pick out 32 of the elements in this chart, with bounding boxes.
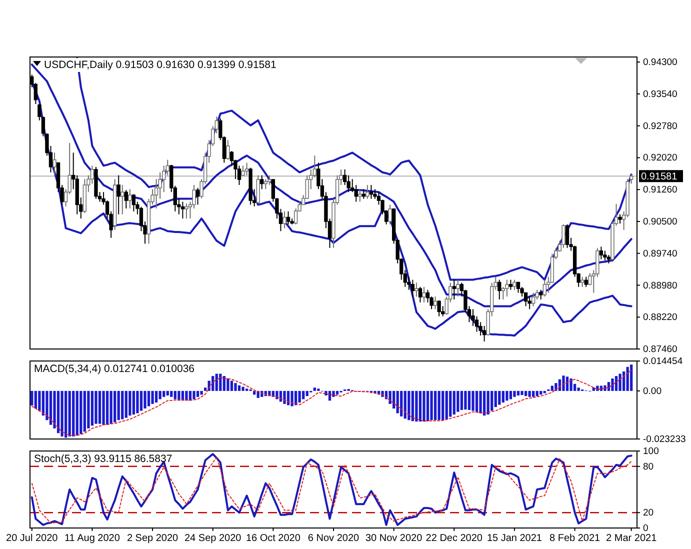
y-tick-label: 100 <box>643 446 659 458</box>
x-tick-label: 2 Sep 2020 <box>126 533 179 544</box>
y-tick-label: 0.00 <box>643 386 662 397</box>
y-tick-label: 0.94300 <box>643 57 678 68</box>
y-tick-label: 0.93540 <box>643 88 678 100</box>
y-tick-label: 0.90500 <box>643 216 678 228</box>
y-tick-label: 0.88980 <box>643 280 678 292</box>
y-tick-label: -0.023233 <box>643 434 686 446</box>
y-tick-label: 0.87460 <box>643 344 678 356</box>
x-tick-label: 20 Jul 2020 <box>6 533 58 544</box>
y-tick-label: 0.88220 <box>643 312 678 324</box>
x-tick-label: 6 Nov 2020 <box>308 533 360 544</box>
ref-line-label: 0.91581 <box>641 172 678 183</box>
y-tick-label: 0.014454 <box>643 356 683 368</box>
x-tick-label: 16 Oct 2020 <box>246 533 301 544</box>
y-tick-label: 0 <box>643 523 648 534</box>
x-tick-label: 8 Feb 2021 <box>549 533 601 544</box>
x-tick-label: 30 Nov 2020 <box>365 533 423 544</box>
y-tick-label: 0.92020 <box>643 152 678 164</box>
y-tick-label: 80 <box>643 461 654 472</box>
chart-title: Stoch(5,3,3) 93.9115 86.5837 <box>34 453 172 465</box>
chart-title: USDCHF,Daily 0.91503 0.91630 0.91399 0.91581 <box>44 59 276 71</box>
x-tick-label: 22 Dec 2020 <box>426 533 483 544</box>
x-tick-label: 15 Jan 2021 <box>486 533 542 544</box>
y-tick-label: 20 <box>643 508 654 519</box>
chart-title: MACD(5,34,4) 0.012741 0.010036 <box>34 363 195 375</box>
x-tick-label: 11 Aug 2020 <box>64 533 120 544</box>
y-tick-label: 0.92780 <box>643 120 678 132</box>
y-tick-label: 0.89740 <box>643 248 678 260</box>
y-tick-label: 0.91260 <box>643 184 678 196</box>
x-tick-label: 2 Mar 2021 <box>606 533 658 544</box>
x-tick-label: 24 Sep 2020 <box>184 533 242 544</box>
